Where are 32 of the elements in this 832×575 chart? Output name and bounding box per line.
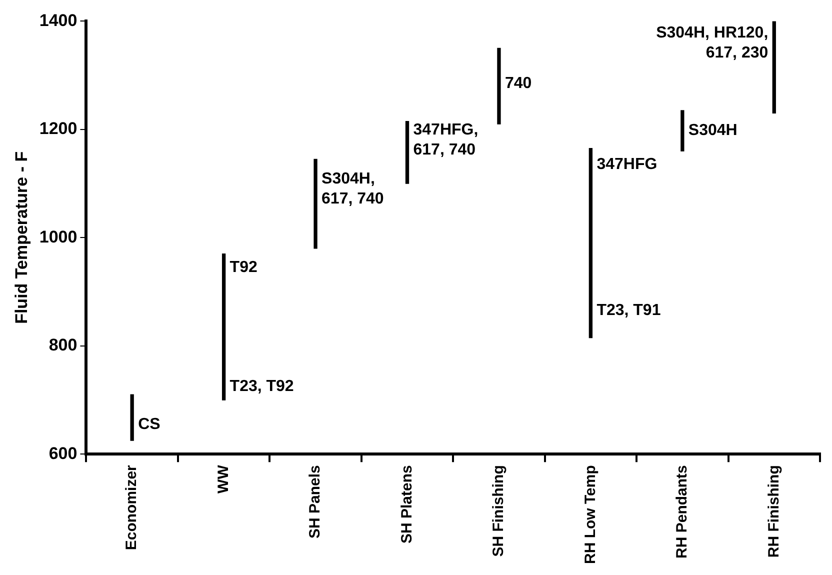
annotation: S304H, 617, 740 [322,170,384,208]
annotation: 347HFG, 617, 740 [413,122,478,159]
y-tick-label: 1000 [39,227,78,246]
annotation: 347HFG [596,156,658,174]
bar [405,120,410,184]
x-tick-label: WW [214,464,232,494]
x-tick-label: SH Finishing [490,465,508,557]
bar [314,158,318,249]
y-tick-label: 600 [48,444,78,463]
annotation: S304H, HR120, 617, 230 [656,24,768,62]
annotation: T92 [230,258,258,276]
annotation: S304H [688,122,738,139]
x-tick-label: SH Platens [398,465,416,544]
bar [497,48,501,124]
y-axis-title: Fluid Temperature - F [12,151,31,324]
bar [588,148,593,338]
x-tick-label: SH Panels [306,465,324,538]
x-tick-label: RH Finishing [765,465,782,558]
bar [680,110,684,152]
annotation: T23, T92 [230,378,294,395]
x-tick-label: RH Pendants [674,465,691,558]
annotation: T23, T91 [596,302,661,320]
bar [130,394,134,441]
annotation: CS [138,416,161,433]
y-tick-label: 800 [48,336,78,355]
bar [222,254,226,400]
x-tick-label: Economizer [123,464,140,550]
bar [772,21,776,114]
y-tick-label: 1200 [39,119,78,138]
annotation: 740 [504,74,532,92]
y-tick-label: 1400 [39,10,78,30]
x-tick-label: RH Low Temp [582,465,599,564]
